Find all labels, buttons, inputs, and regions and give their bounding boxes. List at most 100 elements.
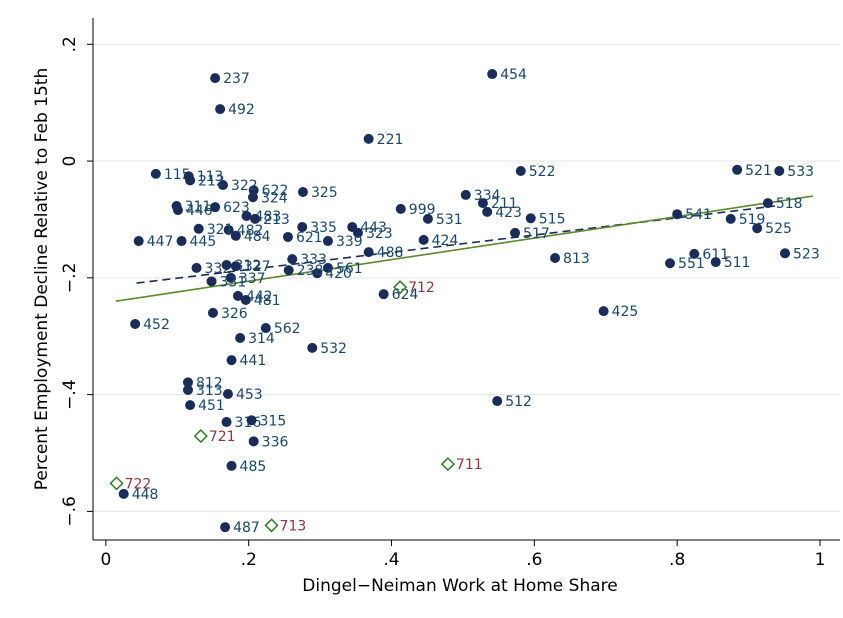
point-label: 237 [223,71,250,87]
point-label: 331 [220,274,247,290]
x-tick-label: .8 [669,550,685,570]
point-label: 484 [244,229,271,245]
point-label: 323 [366,226,393,242]
point-label: 722 [125,476,152,492]
x-tick-label: 1 [815,550,826,570]
point [752,223,763,234]
point [762,198,773,209]
point-label: 451 [198,398,225,414]
point-label: 445 [190,234,217,250]
point-label: 531 [436,212,463,228]
point [247,192,258,203]
y-tick-label: .2 [60,36,80,52]
point [225,272,236,283]
point-label: 443 [360,220,387,236]
y-tick-label: 0 [60,156,80,167]
fit-line [136,205,776,284]
y-tick-label: −.4 [60,379,80,409]
point-label: 420 [325,266,352,282]
point-label: 525 [765,221,792,237]
point-label: 454 [500,67,527,83]
point [185,400,196,411]
point-label: 813 [563,251,590,267]
point [264,518,279,533]
point [206,276,217,287]
point-label: 521 [745,163,772,179]
point-label: 519 [739,212,766,228]
point-label: 713 [280,518,307,534]
point-label: 485 [240,459,267,475]
point [241,210,252,221]
point [182,384,193,395]
point [223,224,234,235]
point-label: 511 [724,255,751,271]
point-label: 311 [185,199,212,215]
point [217,179,228,190]
point [210,73,221,84]
point-label: 512 [505,394,532,410]
point-label: 221 [377,132,404,148]
point [322,262,333,273]
point [283,265,294,276]
point-label: 315 [260,413,287,429]
point [287,254,298,265]
point [515,165,526,176]
point-label: 487 [233,520,260,536]
point [482,206,493,217]
point [235,332,246,343]
point-label: 325 [311,185,338,201]
point-label: 321 [207,222,234,238]
point-label: 326 [221,306,248,322]
point [297,222,308,233]
point [109,476,124,491]
y-tick-label: −.2 [60,263,80,293]
point [312,268,323,279]
point [322,236,333,247]
point [215,104,226,115]
point-label: 562 [274,321,301,337]
point-label: 327 [244,259,271,275]
point-label: 212 [198,173,225,189]
point [133,236,144,247]
point [226,460,237,471]
point [220,522,231,533]
point [780,248,791,259]
point [191,262,202,273]
point-label: 336 [262,434,289,450]
point [352,227,363,238]
point [221,259,232,270]
point [222,389,233,400]
point-label: 492 [228,102,255,118]
point [230,230,241,241]
point [774,165,785,176]
point [230,261,241,272]
point [193,429,208,444]
point-label: 523 [793,246,820,262]
point-label: 312 [235,258,262,274]
point [260,323,271,334]
point [477,198,488,209]
point-label: 551 [678,256,705,272]
point [378,289,389,300]
point-label: 314 [248,331,275,347]
point [672,209,683,220]
point [248,436,259,447]
point-label: 333 [300,252,327,268]
point-label: 238 [297,263,324,279]
point [363,247,374,258]
point [246,415,257,426]
fit-line [115,195,813,302]
point-label: 532 [320,341,347,357]
point [221,417,232,428]
point-label: 623 [223,200,250,216]
point [393,280,408,295]
point-label: 812 [196,375,223,391]
point [171,201,182,212]
point [240,295,251,306]
point-label: 324 [261,190,288,206]
point [130,318,141,329]
point [665,258,676,269]
point-label: 517 [523,226,550,242]
point-label: 446 [186,203,213,219]
